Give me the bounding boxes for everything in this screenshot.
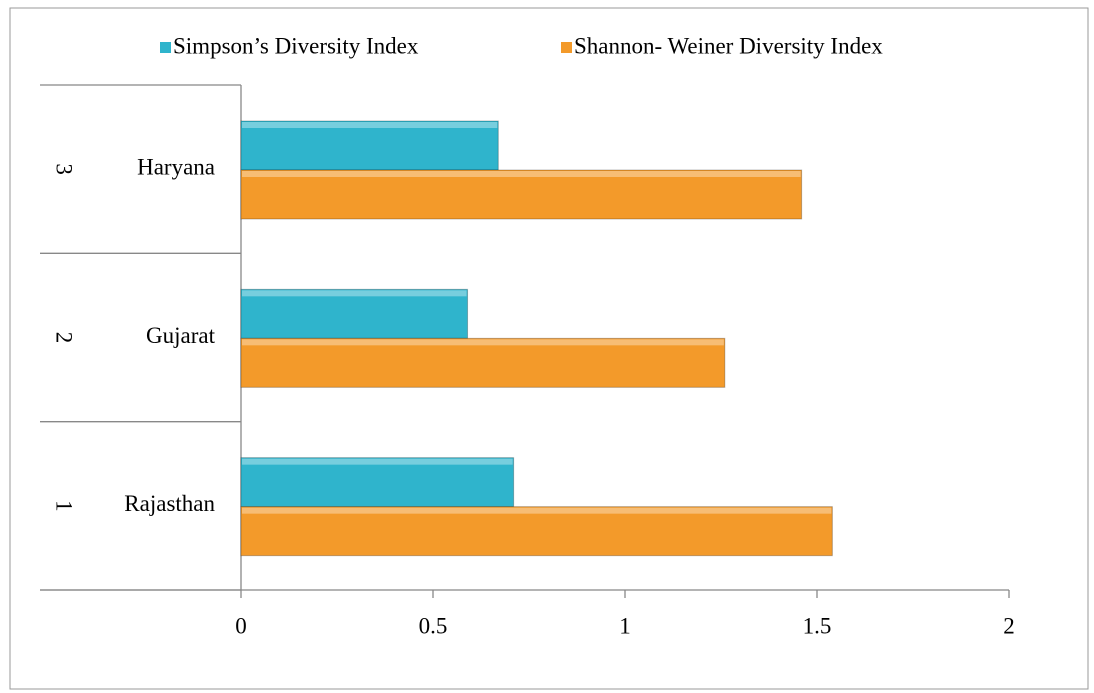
y-tick-label: Rajasthan: [124, 491, 215, 516]
x-tick-label: 0.5: [419, 613, 448, 638]
x-tick-label: 1: [619, 613, 631, 638]
bar: [240, 457, 515, 508]
bar-highlight: [242, 122, 498, 128]
legend-label: Shannon- Weiner Diversity Index: [574, 33, 883, 58]
bar-highlight: [242, 458, 513, 465]
bar: [240, 288, 469, 339]
x-tick-label: 0: [235, 613, 247, 638]
bar: [240, 120, 499, 171]
x-tick-label: 1.5: [803, 613, 832, 638]
y-tick-label: Gujarat: [146, 323, 216, 348]
bar-highlight: [242, 290, 467, 297]
bar: [240, 169, 803, 220]
bar: [240, 506, 833, 557]
x-tick-label: 2: [1003, 613, 1015, 638]
bar-highlight: [242, 171, 801, 177]
category-group-label: 2: [52, 332, 77, 344]
legend-label: Simpson’s Diversity Index: [173, 33, 419, 58]
bar-highlight: [242, 339, 724, 346]
legend-swatch: [160, 42, 171, 53]
bar-highlight: [242, 507, 832, 514]
category-group-label: 3: [52, 163, 77, 175]
bar: [240, 337, 726, 388]
category-group-label: 1: [52, 500, 77, 512]
y-tick-label: Haryana: [137, 154, 215, 179]
legend-swatch: [561, 42, 572, 53]
